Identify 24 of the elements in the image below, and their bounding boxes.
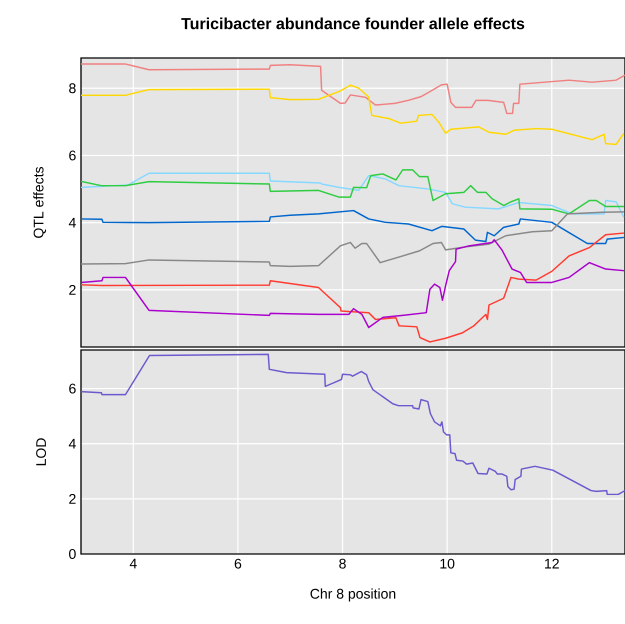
- line-series: [81, 232, 625, 343]
- chart-title: Turicibacter abundance founder allele effects: [181, 18, 524, 30]
- line-series: [81, 84, 625, 146]
- x-tick-label: 10: [440, 558, 454, 569]
- y-tick-label: 8: [69, 83, 76, 94]
- x-tick-label: 12: [545, 558, 559, 568]
- line-series: [81, 211, 625, 268]
- x-tick-label: 6: [234, 558, 242, 569]
- y-tick-label: 0: [69, 549, 76, 559]
- y-tick-label: 6: [69, 384, 76, 394]
- x-tick-label: 4: [130, 558, 137, 568]
- x-tick-label: 8: [339, 558, 346, 569]
- x-axis-title: Chr 8 position: [310, 588, 396, 602]
- y-tick-label: 4: [68, 218, 76, 228]
- y-tick-label: 4: [68, 438, 76, 449]
- y-axis-title: QTL effects: [33, 166, 46, 238]
- y-tick-label: 2: [69, 284, 76, 295]
- line-series: [81, 63, 625, 114]
- y-tick-label: 2: [69, 494, 76, 504]
- y-tick-label: 6: [69, 150, 76, 160]
- line-series: [81, 239, 625, 328]
- line-series: [81, 354, 625, 496]
- y-axis-title: LOD: [36, 438, 46, 466]
- line-series: [81, 210, 625, 244]
